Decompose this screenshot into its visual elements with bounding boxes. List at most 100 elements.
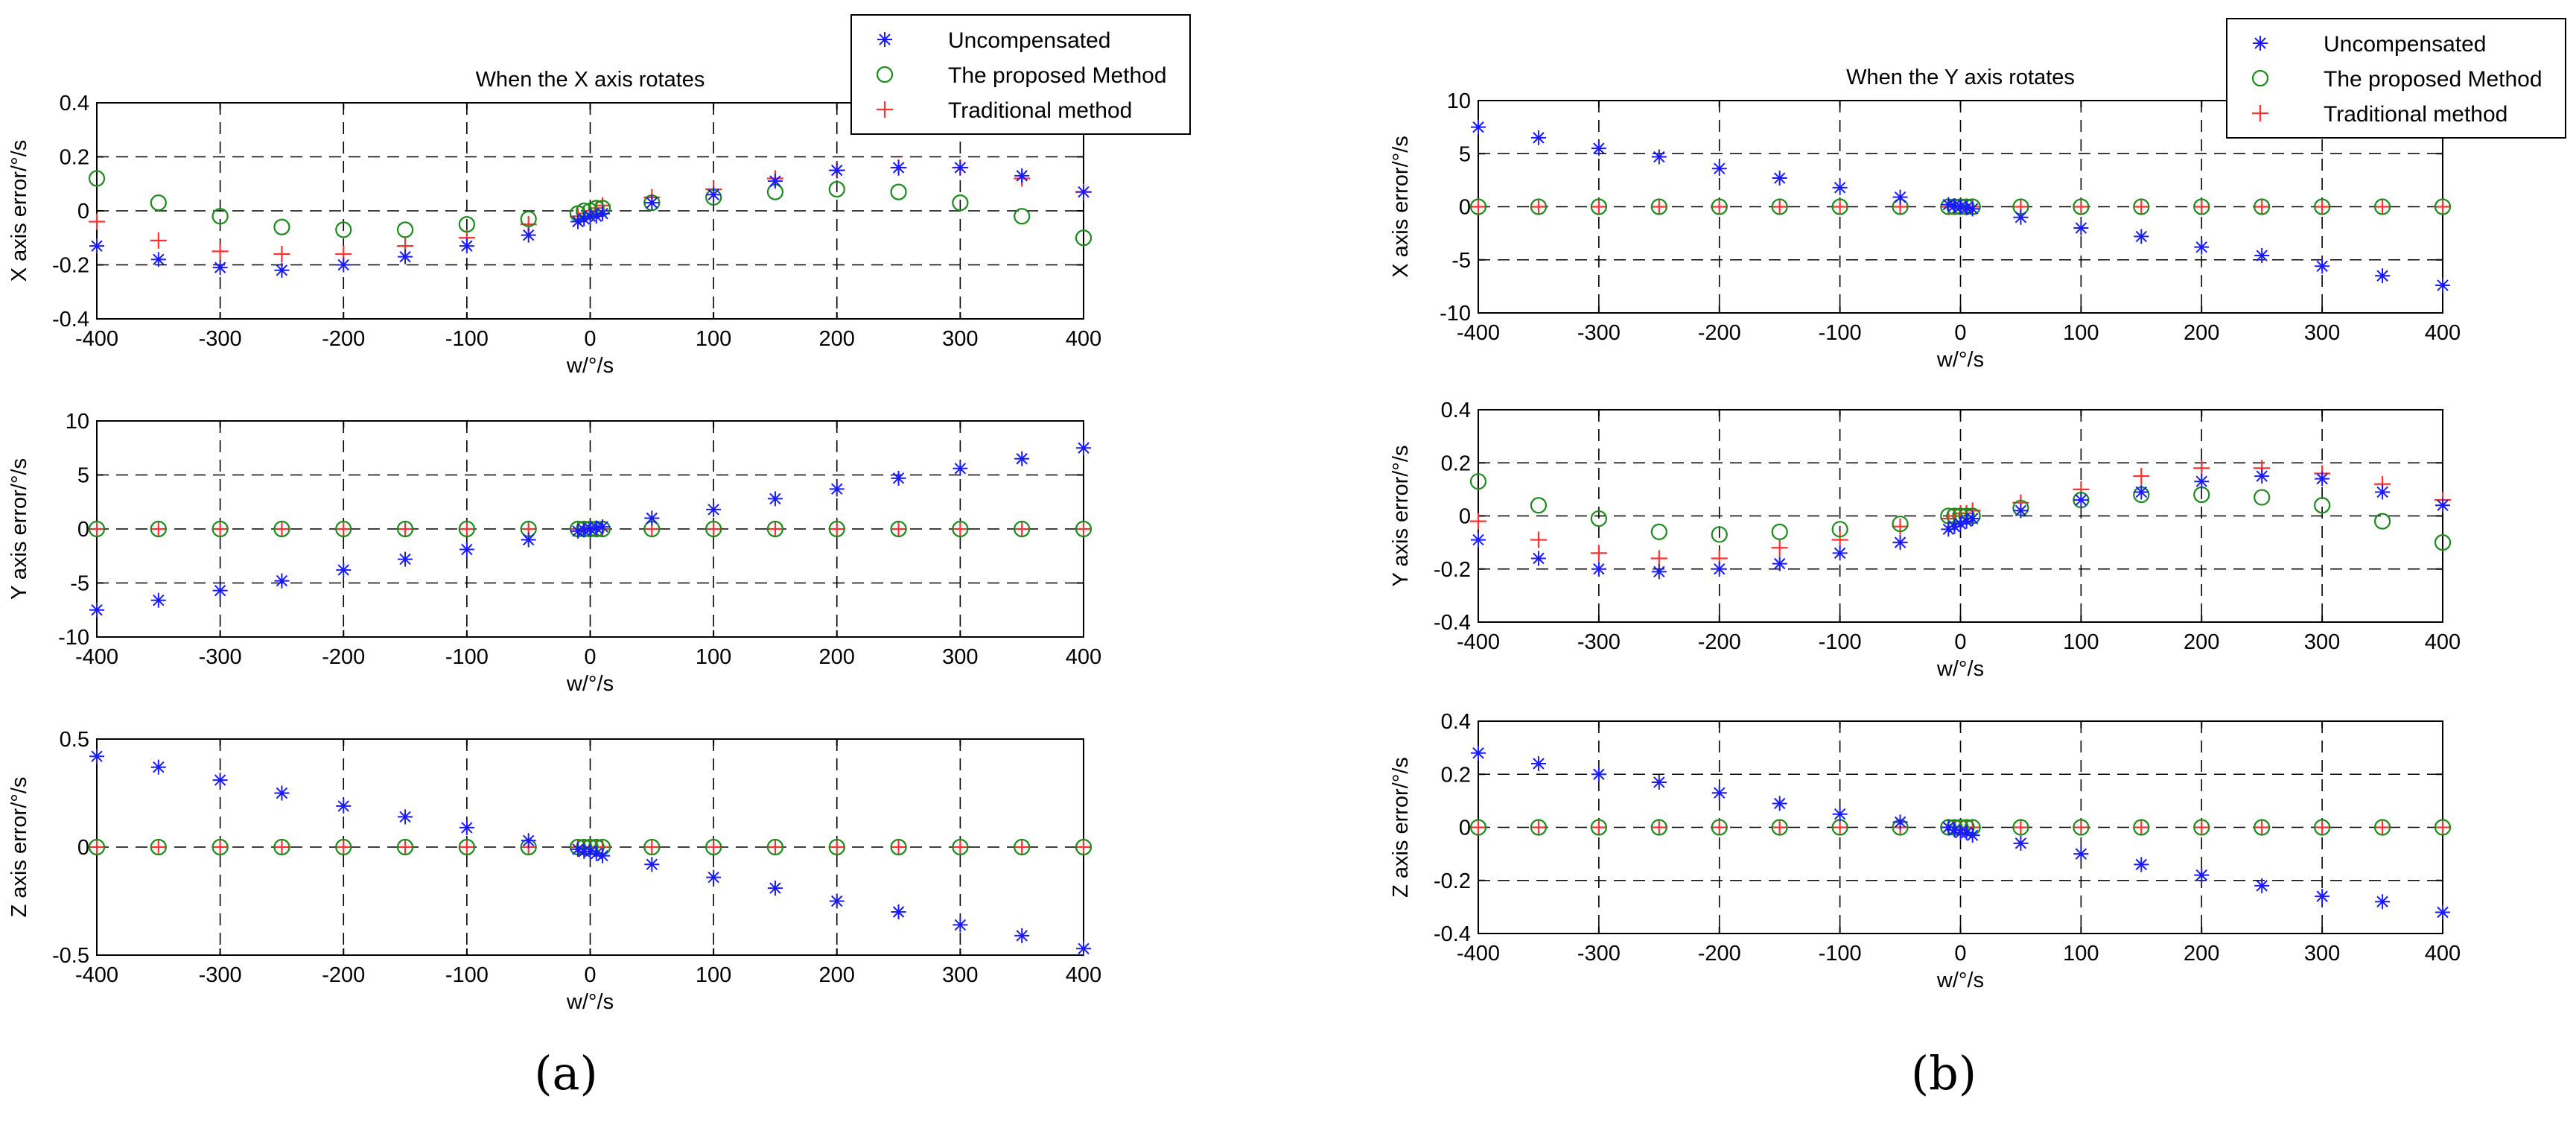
data-point-star — [595, 848, 611, 863]
series-star — [1471, 745, 2450, 920]
x-tick-label: 300 — [942, 327, 978, 351]
data-point-circle — [2434, 534, 2452, 551]
series-circle — [1469, 819, 2452, 836]
data-point-star — [2013, 503, 2029, 519]
data-point-star — [891, 470, 906, 486]
y-axis-label: Y axis error/°/s — [1389, 446, 1413, 587]
data-point-plus — [1771, 819, 1788, 836]
data-point-star — [1530, 756, 1546, 771]
data-point-star — [1591, 767, 1606, 782]
data-point-plus — [2254, 198, 2271, 215]
legend-marker-circle — [876, 66, 894, 83]
data-point-star — [1651, 774, 1667, 790]
data-point-circle — [828, 180, 845, 198]
data-point-star — [1711, 561, 1727, 577]
series-star — [1471, 119, 2450, 293]
data-point-star — [644, 510, 660, 526]
data-point-circle — [766, 838, 784, 856]
data-point-circle — [458, 216, 475, 233]
data-point-circle — [828, 520, 845, 538]
data-point-circle — [458, 838, 475, 856]
data-point-circle — [1530, 497, 1548, 514]
data-point-plus — [705, 521, 722, 537]
data-point-star — [2194, 474, 2210, 489]
data-point-star — [582, 843, 598, 859]
data-point-plus — [2193, 460, 2210, 477]
data-point-star — [2073, 221, 2089, 235]
data-point-star — [2194, 867, 2210, 883]
data-point-star — [2435, 498, 2450, 513]
data-point-plus — [273, 246, 290, 262]
y-tick-label: -0.4 — [1434, 611, 1471, 635]
data-point-star — [2013, 209, 2029, 225]
x-tick-label: 100 — [696, 645, 731, 669]
data-point-plus — [2374, 819, 2391, 836]
data-point-star — [274, 573, 290, 589]
legend-label: Uncompensated — [948, 28, 1110, 53]
data-point-circle — [766, 520, 784, 538]
data-point-circle — [1590, 198, 1607, 215]
data-point-star — [767, 491, 783, 507]
x-tick-label: -300 — [199, 963, 242, 987]
data-point-star — [1772, 171, 1787, 186]
data-point-star — [644, 857, 660, 872]
data-point-plus — [1014, 839, 1031, 855]
y-tick-label: -10 — [1440, 302, 1471, 326]
data-point-star — [1892, 814, 1908, 830]
data-point-star — [398, 551, 413, 567]
x-axis-label: w/°/s — [566, 354, 614, 378]
data-point-plus — [1470, 819, 1486, 836]
y-tick-label: -0.4 — [1434, 922, 1471, 946]
y-tick-label: 5 — [77, 464, 89, 488]
data-point-star — [953, 160, 968, 175]
data-point-circle — [150, 194, 167, 212]
data-point-star — [1953, 516, 1968, 532]
data-point-star — [2435, 904, 2450, 920]
data-point-plus — [952, 839, 969, 855]
x-tick-label: 100 — [2063, 630, 2099, 654]
data-point-star — [1711, 161, 1727, 177]
series-circle — [1469, 198, 2452, 215]
legend-marker-star — [2253, 36, 2268, 51]
data-point-circle — [1530, 819, 1548, 836]
x-tick-label: 200 — [2184, 630, 2219, 654]
data-point-plus — [705, 839, 722, 855]
x-tick-label: -300 — [1577, 321, 1621, 345]
data-point-plus — [1831, 531, 1848, 548]
data-point-circle — [2012, 819, 2029, 836]
data-point-star — [89, 602, 104, 618]
legend-label: Uncompensated — [2324, 32, 2486, 57]
data-point-circle — [1469, 473, 1487, 490]
data-point-star — [706, 869, 722, 885]
x-tick-label: -400 — [75, 645, 118, 669]
data-point-plus — [1530, 198, 1547, 215]
data-point-plus — [150, 839, 167, 855]
data-point-star — [1832, 180, 1848, 195]
data-point-star — [829, 893, 845, 909]
data-point-plus — [2435, 198, 2451, 215]
x-axis-label: w/°/s — [1936, 348, 1984, 372]
x-tick-label: -400 — [1457, 630, 1500, 654]
data-point-star — [2375, 268, 2391, 284]
x-tick-label: -100 — [1819, 630, 1862, 654]
data-point-star — [767, 174, 783, 189]
y-tick-label: 0 — [77, 200, 89, 224]
data-point-plus — [1470, 513, 1486, 530]
data-point-circle — [828, 838, 845, 856]
chart-b2: -400 -300 -200 -100 0 100 200 300 400 -0.4 -0.2 0 0.… — [1389, 399, 2461, 681]
y-tick-label: 0 — [1459, 505, 1471, 529]
y-tick-label: 0.2 — [1441, 451, 1471, 475]
data-point-star — [1892, 535, 1908, 551]
data-point-star — [1471, 119, 1486, 135]
data-point-plus — [2073, 198, 2090, 215]
series-star — [89, 440, 1091, 618]
y-axis-label: X axis error/°/s — [1389, 136, 1413, 277]
x-tick-label: 300 — [2304, 942, 2340, 966]
data-point-star — [595, 519, 611, 535]
data-point-plus — [1650, 550, 1667, 567]
legend-marker-plus — [2252, 105, 2268, 121]
data-point-circle — [2073, 198, 2090, 215]
data-point-circle — [1590, 510, 1607, 527]
data-point-star — [1591, 141, 1606, 156]
